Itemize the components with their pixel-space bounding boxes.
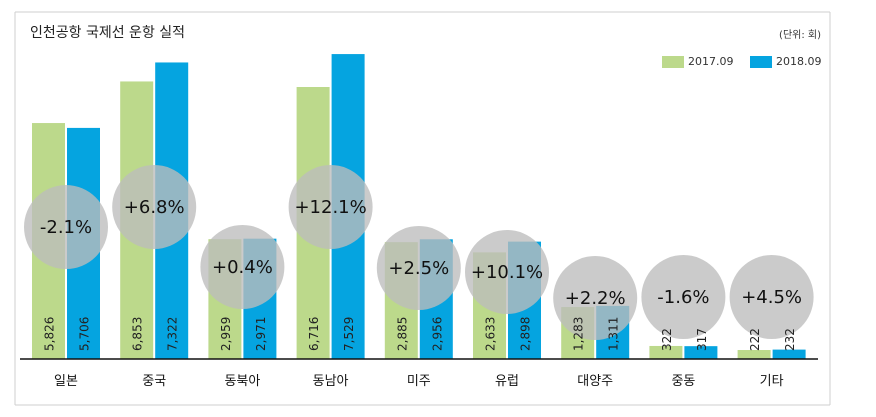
category-label-0: 일본	[54, 374, 78, 389]
change-bubble-5	[465, 230, 549, 314]
bar-2018-7	[684, 346, 718, 359]
category-label-7: 중동	[671, 374, 695, 389]
value-label-2017-5: 2,633	[484, 317, 498, 351]
category-label-4: 미주	[407, 374, 431, 389]
category-label-1: 중국	[142, 374, 166, 389]
change-label-0: -2.1%	[40, 217, 92, 238]
change-label-1: +6.8%	[124, 197, 185, 218]
change-bubble-6	[553, 256, 638, 340]
change-label-3: +12.1%	[294, 197, 366, 218]
value-label-2018-6: 1,311	[607, 317, 621, 351]
change-bubble-3	[288, 165, 373, 249]
category-label-8: 기타	[760, 374, 784, 389]
value-label-2018-5: 2,898	[519, 317, 533, 351]
legend-swatch-2018	[750, 55, 772, 68]
change-label-5: +10.1%	[471, 262, 543, 283]
change-label-6: +2.2%	[565, 288, 626, 309]
value-label-2018-7: 317	[695, 328, 709, 351]
value-label-2017-4: 2,885	[395, 317, 409, 351]
value-label-2018-2: 2,971	[254, 317, 268, 351]
change-bubble-4	[376, 226, 461, 310]
category-label-2: 동북아	[224, 374, 260, 389]
change-bubble-2	[200, 225, 285, 309]
change-bubble-8	[729, 255, 814, 339]
change-label-4: +2.5%	[388, 258, 449, 279]
unit-label: (단위: 회)	[779, 30, 821, 41]
change-label-2: +0.4%	[212, 257, 273, 278]
value-label-2017-2: 2,959	[219, 317, 233, 351]
value-label-2017-0: 5,826	[43, 317, 57, 351]
value-label-2017-8: 222	[748, 328, 762, 351]
bar-2018-8	[772, 349, 806, 359]
change-bubble-7	[641, 255, 726, 339]
category-label-3: 동남아	[313, 374, 349, 389]
value-label-2018-8: 232	[783, 328, 797, 351]
legend-item-2018: 2018.09	[750, 55, 822, 68]
change-bubble-1	[112, 165, 197, 249]
value-label-2018-4: 2,956	[430, 317, 444, 351]
legend-item-2017: 2017.09	[662, 55, 734, 68]
category-label-5: 유럽	[495, 374, 519, 389]
value-label-2017-6: 1,283	[572, 317, 586, 351]
change-label-7: -1.6%	[657, 287, 709, 308]
bar-2017-7	[649, 345, 683, 359]
value-label-2017-1: 6,853	[131, 317, 145, 351]
legend-label-2017: 2017.09	[688, 55, 734, 68]
chart-title: 인천공항 국제선 운항 실적	[30, 25, 186, 41]
legend-swatch-2017	[662, 55, 684, 68]
bar-2017-8	[737, 350, 771, 359]
value-label-2017-3: 6,716	[307, 317, 321, 351]
value-label-2018-0: 5,706	[78, 317, 92, 351]
value-label-2018-3: 7,529	[342, 317, 356, 351]
change-bubble-0	[24, 185, 108, 270]
category-label-6: 대양주	[577, 374, 613, 389]
value-label-2017-7: 322	[660, 328, 674, 351]
legend-label-2018: 2018.09	[776, 55, 822, 68]
change-label-8: +4.5%	[741, 287, 802, 308]
value-label-2018-1: 7,322	[166, 317, 180, 351]
